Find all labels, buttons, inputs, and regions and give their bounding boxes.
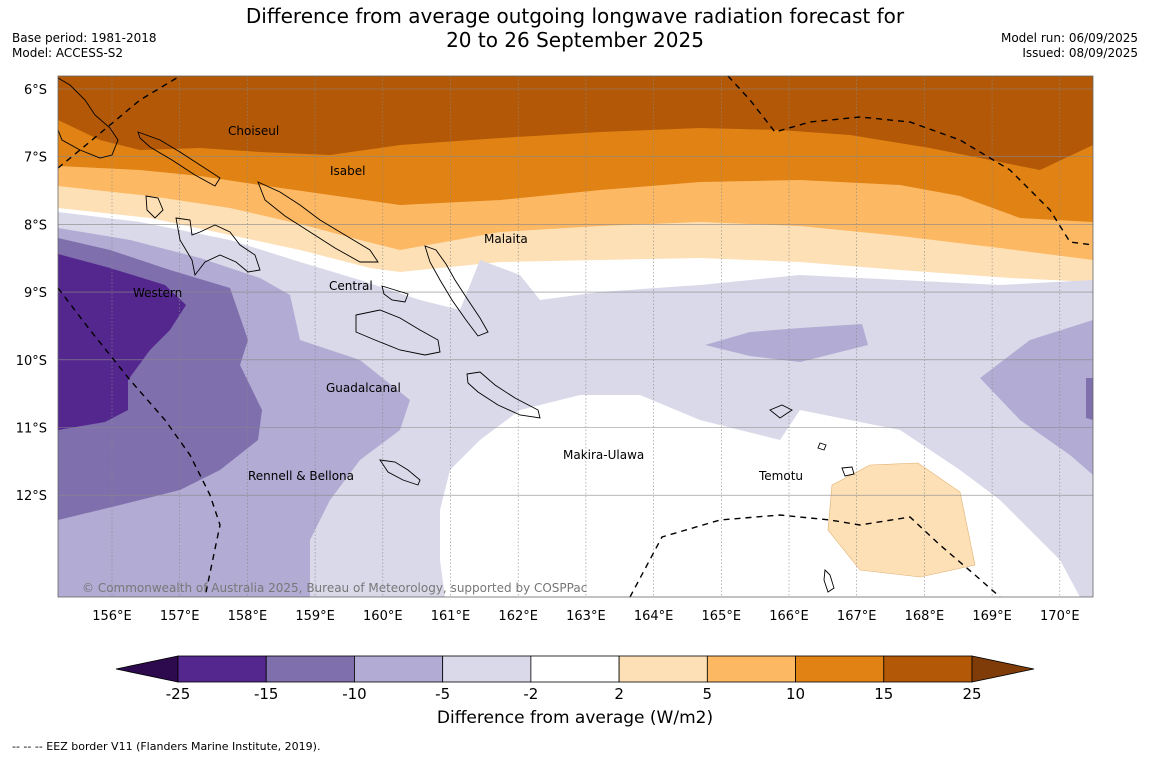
field-minus15-to-minus25 bbox=[58, 254, 186, 430]
lon-tick-label: 156°E bbox=[92, 609, 132, 624]
latitude-labels: 6°S 7°S 8°S 9°S 10°S 11°S 12°S bbox=[16, 83, 47, 504]
base-period: Base period: 1981-2018 bbox=[12, 31, 157, 45]
colorbar-segment bbox=[442, 655, 532, 683]
lon-tick-label: 166°E bbox=[769, 609, 809, 624]
longitude-labels: 156°E 157°E 158°E 159°E 160°E 161°E 162°E 163°E… bbox=[92, 609, 1079, 624]
isabel-island bbox=[257, 181, 379, 263]
eez-border-southwest bbox=[57, 287, 221, 598]
colorbar-segment bbox=[795, 655, 885, 683]
lat-tick-label: 10°S bbox=[16, 354, 47, 369]
colorbar-segment bbox=[883, 655, 973, 683]
label-guadalcanal: Guadalcanal bbox=[326, 381, 401, 395]
colorbar: -25 -15 -10 -5 -2 2 5 10 15 25 bbox=[115, 655, 1035, 703]
gridlines bbox=[58, 76, 1093, 597]
issued-date: Issued: 08/09/2025 bbox=[1022, 46, 1138, 60]
choiseul-island bbox=[137, 131, 221, 187]
bougainville-island bbox=[57, 77, 119, 159]
field-minus10-to-minus15-east bbox=[1086, 378, 1093, 420]
lon-tick-label: 162°E bbox=[498, 609, 538, 624]
lat-tick-label: 6°S bbox=[24, 83, 47, 98]
lon-tick-label: 167°E bbox=[837, 609, 877, 624]
lon-tick-label: 163°E bbox=[566, 609, 606, 624]
lon-tick-label: 160°E bbox=[363, 609, 403, 624]
colorbar-tick-label: -5 bbox=[435, 685, 450, 703]
eez-borders bbox=[57, 75, 1094, 598]
colorbar-tick-label: -2 bbox=[523, 685, 538, 703]
field-minus5-to-minus10-east bbox=[980, 320, 1093, 475]
makira-island bbox=[466, 371, 541, 419]
colorbar-tick-label: 15 bbox=[874, 685, 893, 703]
rennell-island bbox=[379, 459, 421, 486]
label-makira-ulawa: Makira-Ulawa bbox=[563, 448, 644, 462]
colorbar-extend-low bbox=[115, 655, 179, 683]
colorbar-segment bbox=[618, 655, 708, 683]
lat-tick-label: 11°S bbox=[16, 422, 47, 437]
field-minus5-to-minus10-mid bbox=[705, 324, 868, 362]
colorbar-label: Difference from average (W/m2) bbox=[436, 708, 714, 728]
colorbar-segment bbox=[706, 655, 796, 683]
model-run: Model run: 06/09/2025 bbox=[1000, 31, 1138, 45]
lon-tick-label: 158°E bbox=[228, 609, 268, 624]
santa-cruz-islands bbox=[769, 404, 793, 419]
map-panel bbox=[58, 76, 1093, 597]
label-malaita: Malaita bbox=[484, 232, 528, 246]
label-isabel: Isabel bbox=[330, 164, 365, 178]
model-name: Model: ACCESS-S2 bbox=[12, 46, 124, 60]
label-temotu: Temotu bbox=[758, 469, 803, 483]
tikopia-island bbox=[823, 569, 835, 593]
colorbar-extend-high bbox=[971, 655, 1035, 683]
lon-tick-label: 170°E bbox=[1040, 609, 1080, 624]
title-line-1: Difference from average outgoing longwav… bbox=[245, 4, 905, 28]
lat-tick-label: 8°S bbox=[24, 218, 47, 233]
colorbar-tick-label: 5 bbox=[703, 685, 713, 703]
colorbar-tick-label: 10 bbox=[786, 685, 805, 703]
chart-title: Difference from average outgoing longwav… bbox=[0, 4, 1150, 52]
eez-border-west bbox=[57, 75, 181, 169]
lon-tick-label: 165°E bbox=[702, 609, 742, 624]
colorbar-tick-label: -15 bbox=[254, 685, 279, 703]
vanikoro-island bbox=[817, 442, 827, 451]
colorbar-segment bbox=[354, 655, 444, 683]
footnote: -- -- -- EEZ border V11 (Flanders Marine… bbox=[12, 740, 321, 753]
colorbar-tick-label: -10 bbox=[342, 685, 367, 703]
guadalcanal-island bbox=[355, 309, 441, 356]
label-choiseul: Choiseul bbox=[228, 124, 279, 138]
lon-tick-label: 161°E bbox=[431, 609, 471, 624]
new-georgia-group bbox=[175, 217, 261, 277]
colorbar-tick-label: -25 bbox=[166, 685, 191, 703]
malaita-island bbox=[424, 245, 489, 337]
meta-left: Base period: 1981-2018 Model: ACCESS-S2 bbox=[12, 31, 157, 61]
lat-tick-label: 12°S bbox=[16, 489, 47, 504]
colorbar-segment bbox=[530, 655, 620, 683]
eez-border-northeast bbox=[727, 75, 1094, 246]
lon-tick-label: 159°E bbox=[295, 609, 335, 624]
colorbar-tick-label: 25 bbox=[962, 685, 981, 703]
lon-tick-label: 169°E bbox=[972, 609, 1012, 624]
utupua-island bbox=[841, 466, 855, 477]
meta-right: Model run: 06/09/2025 Issued: 08/09/2025 bbox=[1001, 31, 1138, 61]
lon-tick-label: 157°E bbox=[160, 609, 200, 624]
eez-border-south bbox=[629, 514, 1001, 598]
lon-tick-label: 164°E bbox=[634, 609, 674, 624]
lat-tick-label: 7°S bbox=[24, 151, 47, 166]
lon-tick-label: 168°E bbox=[905, 609, 945, 624]
province-labels: Choiseul Isabel Malaita Central Western … bbox=[133, 124, 803, 483]
label-western: Western bbox=[133, 286, 182, 300]
label-central: Central bbox=[329, 279, 373, 293]
coastlines bbox=[57, 77, 855, 593]
florida-islands bbox=[381, 285, 409, 303]
title-line-2: 20 to 26 September 2025 bbox=[446, 28, 704, 52]
lat-tick-label: 9°S bbox=[24, 286, 47, 301]
colorbar-segment bbox=[177, 655, 267, 683]
label-rennell-bellona: Rennell & Bellona bbox=[248, 469, 354, 483]
vella-lavella bbox=[145, 195, 164, 219]
colorbar-tick-label: 2 bbox=[614, 685, 624, 703]
copyright-text: © Commonwealth of Australia 2025, Bureau… bbox=[82, 581, 587, 595]
field-15-to-25 bbox=[58, 76, 1093, 170]
field-2-to-5-temotu bbox=[827, 462, 976, 578]
colorbar-segment bbox=[265, 655, 355, 683]
map-frame bbox=[57, 75, 1094, 598]
